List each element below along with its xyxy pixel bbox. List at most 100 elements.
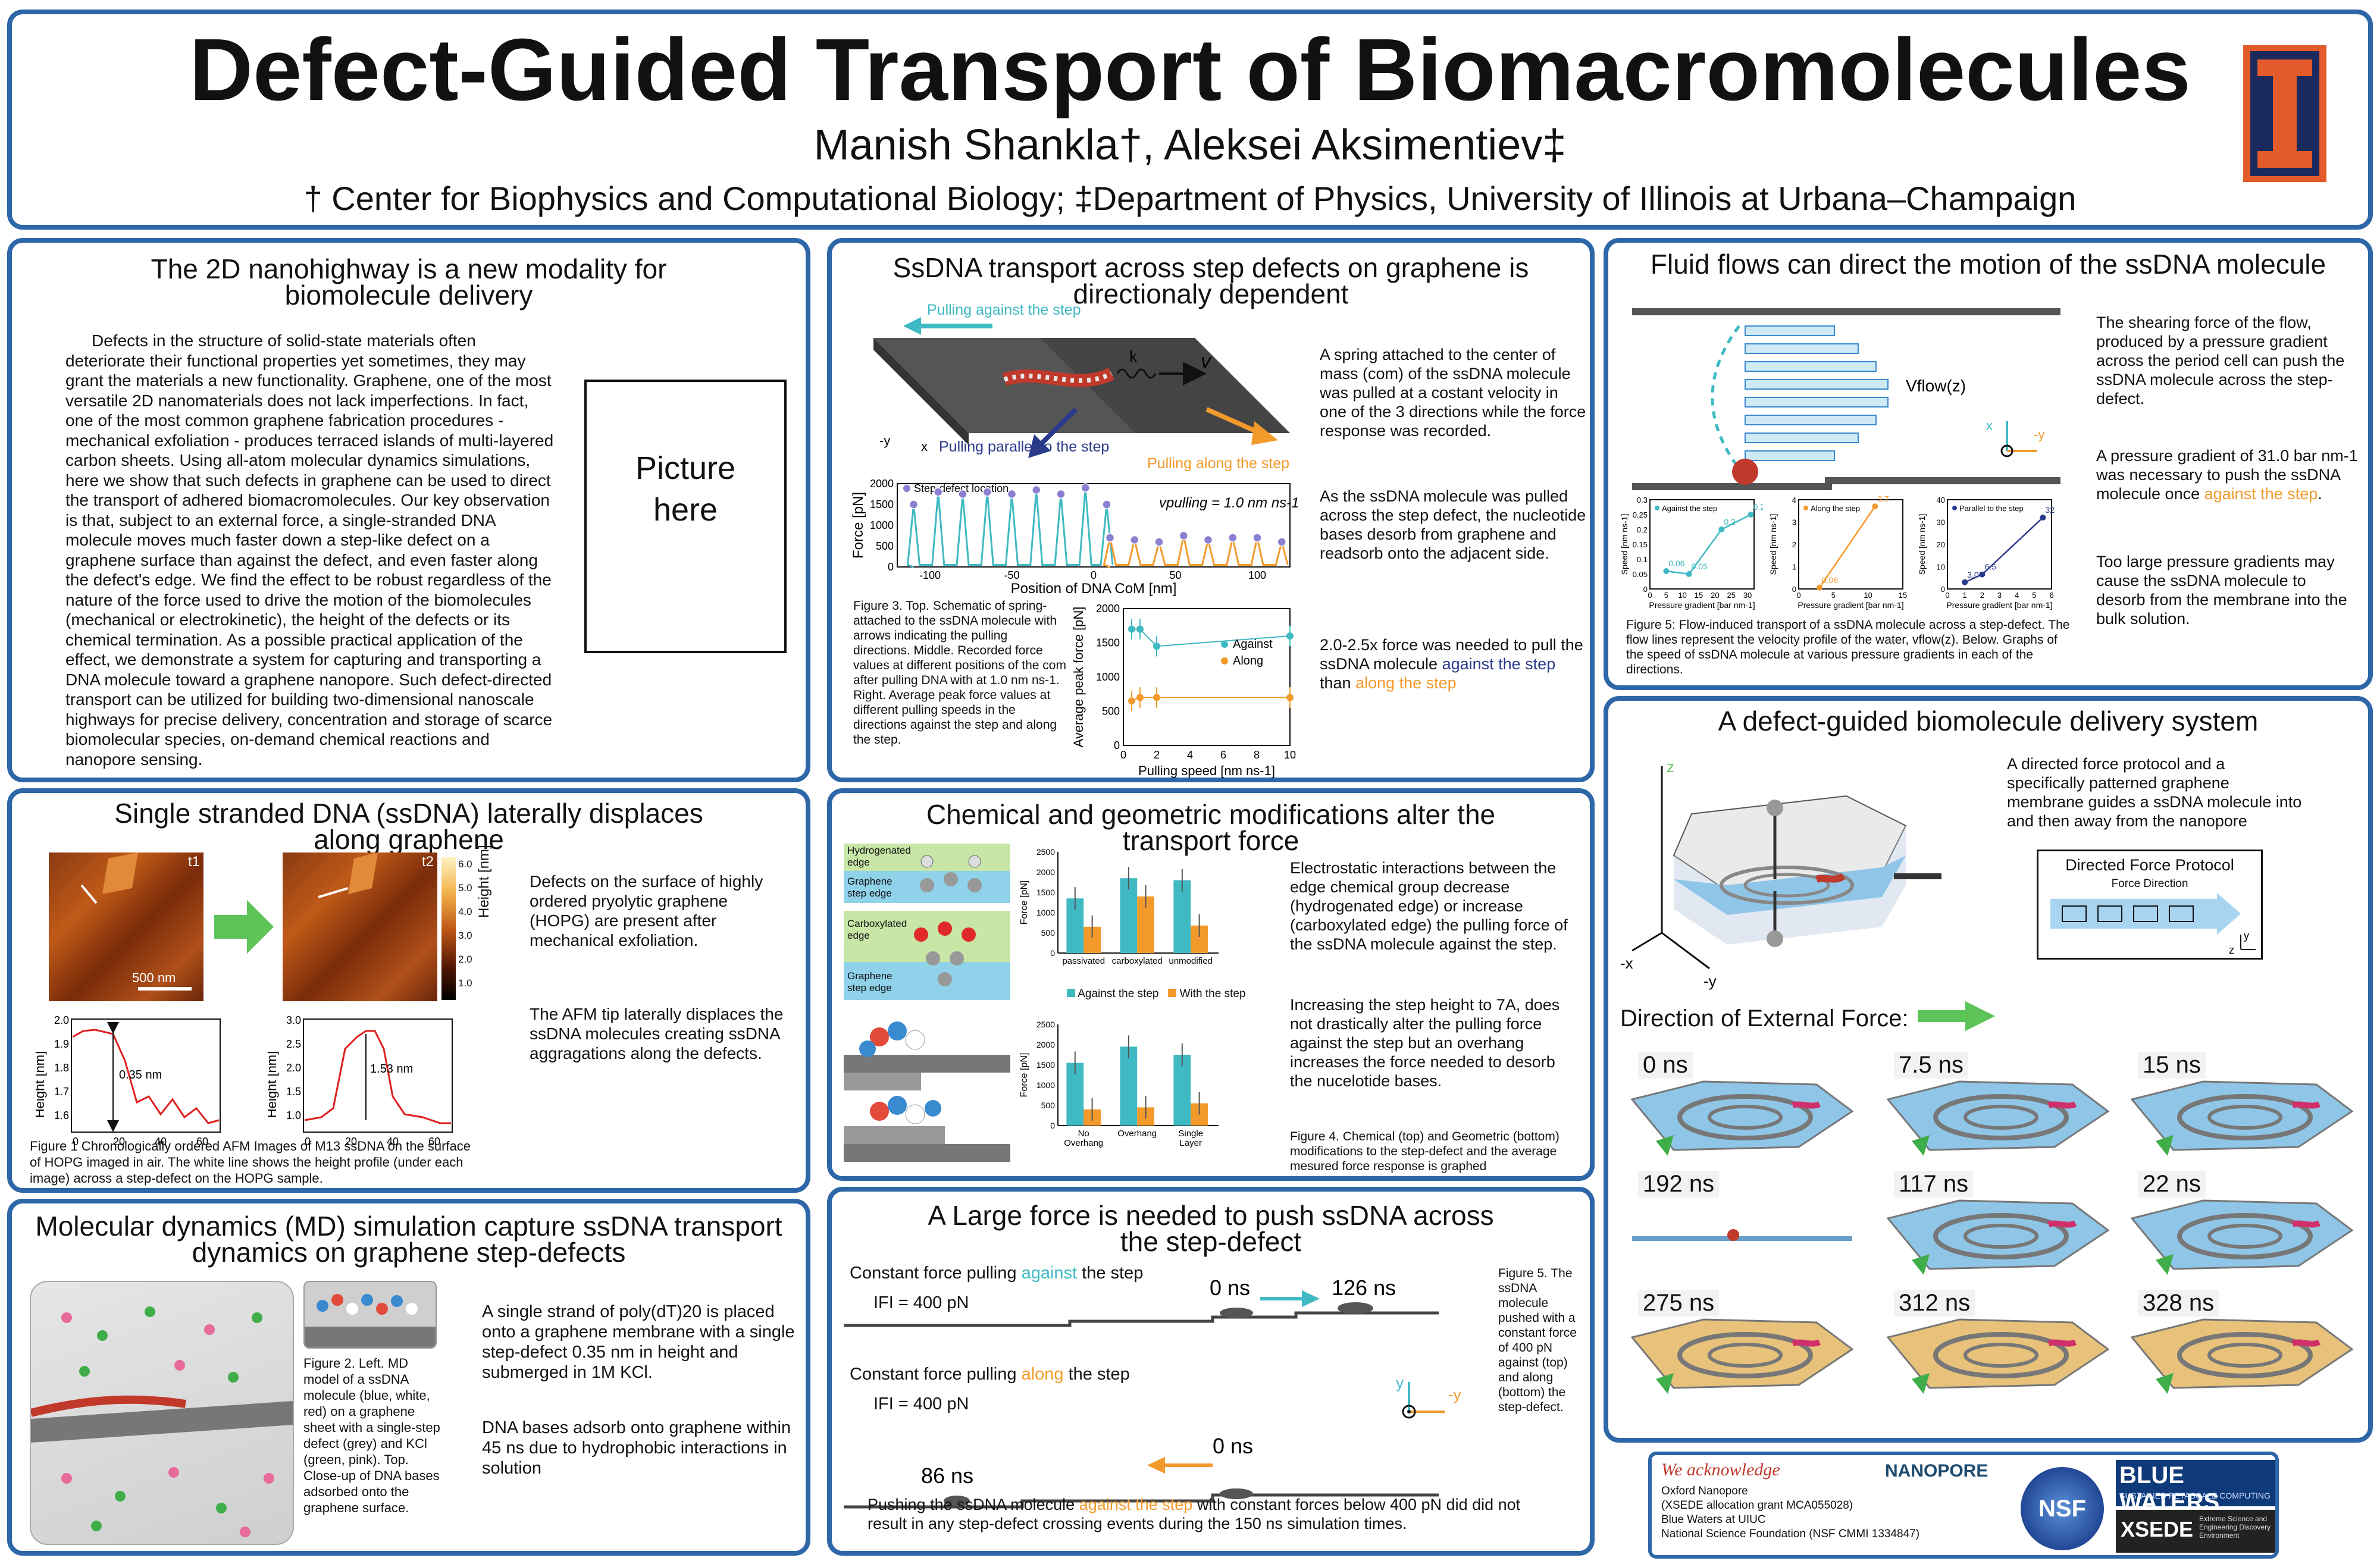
- illinois-logo: [2243, 45, 2326, 182]
- plot-frame: [1123, 608, 1291, 746]
- category-label: Single: [1178, 1129, 1203, 1139]
- data-label: 0.2: [1724, 517, 1736, 526]
- x-axis-label: Pressure gradient [bar nm-1]: [1649, 600, 1755, 610]
- legend-label: Parallel to the step: [1959, 504, 2024, 513]
- dna-closeup: [303, 1281, 437, 1349]
- series-line: [1666, 513, 1752, 575]
- height-profile-2: Height [nm] 3.0 2.5 2.0 1.5 1.0 1.53 nm …: [268, 1014, 453, 1148]
- y-tick-label: 4: [1792, 496, 1796, 504]
- plot-frame: [1947, 499, 2052, 590]
- flow-text-3: Too large pressure gradients may cause t…: [2096, 553, 2347, 628]
- plot1-xtick: 40: [155, 1136, 167, 1148]
- plot2-xtick: 20: [345, 1136, 357, 1148]
- legend-marker: [1952, 506, 1957, 510]
- y-tick-label: 1500: [870, 499, 894, 510]
- afm-text-2: The AFM tip laterally displaces the ssDN…: [530, 1005, 784, 1062]
- plot2-annotation: 1.53 nm: [370, 1062, 413, 1076]
- axis-ny-label: -y: [1703, 972, 1717, 990]
- x-axis-label: Position of DNA CoM [nm]: [1011, 581, 1177, 597]
- legend-marker: [903, 485, 910, 492]
- plot2-xtick: 40: [387, 1136, 399, 1148]
- data-point: [1154, 537, 1164, 547]
- spring-k-label: k: [1129, 347, 1138, 365]
- series-line: [1818, 506, 1876, 588]
- velocity-label: v: [1201, 350, 1212, 372]
- axis-ny-label: -y: [1448, 1386, 1461, 1403]
- y-axis-label: Force [pN]: [1019, 880, 1029, 925]
- plot1-xtick: 60: [196, 1136, 208, 1148]
- y-tick-label: 0: [1643, 585, 1648, 594]
- nanopore-logo: NANOPORE: [1885, 1461, 1988, 1481]
- data-point: [1056, 489, 1066, 499]
- data-point: [1872, 503, 1878, 510]
- snapshot-image: [2130, 1199, 2354, 1275]
- plot2-ytick: 1.0: [286, 1109, 301, 1121]
- data-point: [1962, 579, 1968, 585]
- legend-label: Against: [1233, 638, 1273, 651]
- x-tick-label: 6: [1220, 749, 1226, 761]
- peak-force-chart: 0 500 1000 1500 2000 0 2 4 6 8 10 Pulling speed [nm…: [1071, 603, 1296, 778]
- t1-label: t1: [187, 854, 200, 870]
- x-tick-label: 0: [1120, 749, 1126, 761]
- x-tick-label: 10: [1284, 749, 1296, 761]
- panel-chemical-modifications: Chemical and geometric modifications alt…: [827, 788, 1595, 1181]
- axis-indicator: y -y: [1396, 1374, 1461, 1419]
- axis-label: -y: [879, 433, 890, 448]
- data-label: 0.05: [1692, 562, 1708, 571]
- panel-title: The 2D nanohighway is a new modality for…: [151, 253, 667, 311]
- chem-text-1: Electrostatic interactions between the e…: [1290, 859, 1568, 953]
- data-point: [1179, 531, 1188, 541]
- x-tick-label: 25: [1727, 591, 1735, 600]
- height-profile-1: Height [nm] 2.0 1.9 1.8 1.7 1.6 0.35 nm …: [36, 1014, 221, 1148]
- y-tick-label: 0.3: [1637, 496, 1648, 504]
- data-point: [1979, 571, 1986, 578]
- x-tick-label: -100: [919, 569, 941, 581]
- poster-title: Defect-Guided Transport of Biomacromolec…: [189, 21, 2191, 119]
- panel-title: A defect-guided biomolecule delivery sys…: [1718, 706, 2259, 736]
- y-tick-label: 1000: [1096, 671, 1120, 683]
- plot1-annotation: 0.35 nm: [119, 1068, 162, 1082]
- push-along-graphic: 0 ns 86 ns: [844, 1434, 1439, 1509]
- snapshot-time: 22 ns: [2138, 1171, 2206, 1198]
- push-bottom-text: Pushing the ssDNA molecule against the s…: [868, 1496, 1521, 1532]
- axis-x-label: x: [1986, 418, 1993, 433]
- y-tick-label: 2: [1792, 540, 1796, 549]
- data-point: [1686, 571, 1692, 577]
- label-pulling-against: Pulling against the step: [927, 302, 1081, 318]
- y-tick-label: 0.15: [1633, 540, 1648, 549]
- carboxylated-edge-diagram: Carboxylated edge Graphene step edge: [844, 911, 1010, 1000]
- x-tick-label: 5: [1831, 591, 1836, 600]
- data-label: 6.5: [1984, 562, 1996, 572]
- y-tick-label: 1000: [870, 519, 894, 531]
- ions: [61, 1306, 274, 1537]
- pull-text-1: A spring attached to the center of mass …: [1320, 346, 1586, 440]
- panel-acknowledge: We acknowledge Oxford Nanopore (XSEDE al…: [1648, 1452, 2279, 1559]
- data-point: [1277, 537, 1286, 547]
- x-tick-label: 15: [1695, 591, 1703, 600]
- panel-delivery-system: A defect-guided biomolecule delivery sys…: [1604, 696, 2373, 1443]
- plot1-ytick: 1.8: [54, 1062, 69, 1074]
- y-tick-label: 0.25: [1633, 510, 1648, 519]
- ack-line: (XSEDE allocation grant MCA055028): [1661, 1499, 1853, 1512]
- legend-label: Along the step: [1811, 504, 1860, 513]
- data-point: [1081, 483, 1090, 493]
- plot1-ytick: 1.6: [54, 1109, 69, 1121]
- axis-label: x: [921, 439, 928, 454]
- y-tick-label: 0: [1114, 739, 1120, 751]
- protocol-sub: Force Direction: [2111, 877, 2188, 890]
- snapshot-image: [1886, 1199, 2110, 1275]
- legend-label: Along: [1233, 654, 1263, 667]
- data-point: [1286, 694, 1294, 701]
- x-tick-label: 10: [1864, 591, 1872, 600]
- y-axis-label: Force [pN]: [850, 492, 866, 559]
- legend-label: Against the step: [1662, 504, 1717, 513]
- snapshot-image: [2130, 1080, 2354, 1156]
- y-tick-label: 2000: [1036, 867, 1055, 877]
- arrow-icon: [214, 897, 274, 960]
- y-tick-label: 0: [1050, 1121, 1055, 1130]
- label-pulling-along: Pulling along the step: [1147, 455, 1290, 472]
- plot2-xtick: 60: [428, 1136, 440, 1148]
- affiliation: † Center for Biophysics and Computationa…: [303, 180, 2077, 217]
- pull-text-2: As the ssDNA molecule was pulled across …: [1320, 487, 1586, 562]
